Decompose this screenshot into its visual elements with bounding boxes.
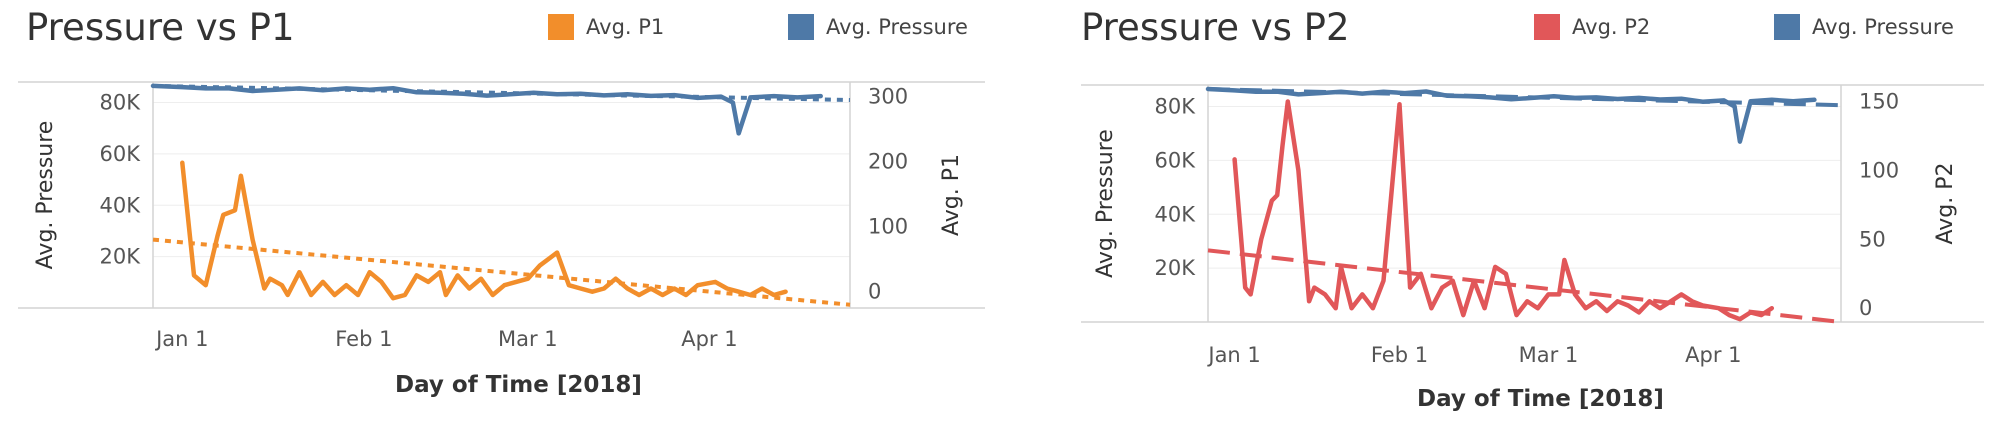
legend-item-p1[interactable]: Avg. P1 (548, 14, 664, 40)
y-left-tick-label: 80K (1155, 95, 1197, 119)
legend-item-pressure[interactable]: Avg. Pressure (788, 14, 968, 40)
x-tick-label: Apr 1 (681, 327, 737, 351)
chart-title: Pressure vs P1 (26, 6, 295, 49)
series-line-avg-p1 (180, 160, 788, 301)
y-left-tick-label: 40K (100, 193, 142, 217)
series-line-avg-p2 (1232, 99, 1775, 322)
y-right-tick-label: 100 (868, 215, 908, 239)
chart-svg-p1: 20K 40K 60K 80K 0 100 200 300 Jan 1 Feb 1 Mar 1 Apr… (18, 81, 985, 351)
y-right-tick-label: 100 (1859, 158, 1899, 182)
legend-item-pressure[interactable]: Avg. Pressure (1774, 14, 1954, 40)
chart-title: Pressure vs P2 (1081, 6, 1350, 49)
y-left-tick-label: 60K (1155, 148, 1197, 172)
y-right-tick-label: 0 (868, 280, 881, 304)
y-axis-title-left: Avg. Pressure (1093, 129, 1118, 278)
legend-label-p1: Avg. P1 (586, 15, 665, 39)
chart-panel-p2: 20K 40K 60K 80K 0 50 100 150 Jan 1 Feb 1 Mar 1 Apr … (999, 0, 1998, 426)
y-left-tick-label: 20K (100, 245, 142, 269)
trend-line-avg-p1 (152, 237, 851, 307)
legend-label-p2: Avg. P2 (1572, 15, 1651, 39)
x-axis-title: Day of Time [2018] (1417, 386, 1664, 412)
x-tick-label: Jan 1 (154, 327, 208, 351)
x-tick-label: Feb 1 (335, 327, 392, 351)
legend-label-pressure: Avg. Pressure (1812, 15, 1954, 39)
x-tick-label: Apr 1 (1685, 343, 1741, 367)
legend-swatch-pressure (788, 14, 814, 40)
x-tick-label: Feb 1 (1371, 343, 1428, 367)
y-right-tick-label: 0 (1859, 296, 1872, 320)
x-tick-label: Jan 1 (1206, 343, 1260, 367)
legend-item-p2[interactable]: Avg. P2 (1534, 14, 1650, 40)
x-tick-label: Mar 1 (498, 327, 558, 351)
y-right-tick-label: 200 (868, 149, 908, 173)
series-line-avg-pressure (150, 83, 823, 136)
legend-swatch-p1 (548, 14, 574, 40)
y-left-tick-label: 20K (1155, 256, 1197, 280)
y-left-tick-label: 40K (1155, 202, 1197, 226)
x-axis-title: Day of Time [2018] (395, 372, 642, 398)
y-right-tick-label: 50 (1859, 227, 1886, 251)
x-tick-label: Mar 1 (1519, 343, 1579, 367)
y-axis-title-right: Avg. P2 (1933, 163, 1958, 245)
y-axis-title-right: Avg. P1 (939, 154, 964, 236)
trend-line-avg-pressure (152, 83, 851, 102)
legend-swatch-pressure (1774, 14, 1800, 40)
chart-panel-p1: 20K 40K 60K 80K 0 100 200 300 Jan 1 Feb 1 Mar 1 Apr… (18, 6, 985, 398)
y-right-tick-label: 150 (1859, 90, 1899, 114)
y-left-tick-label: 60K (100, 142, 142, 166)
trend-line-avg-p2 (1207, 248, 1842, 324)
y-axis-title-left: Avg. Pressure (33, 121, 58, 270)
legend-swatch-p2 (1534, 14, 1560, 40)
chart-svg-p2: 20K 40K 60K 80K 0 50 100 150 Jan 1 Feb 1 Mar 1 Apr … (1081, 84, 1984, 367)
y-right-tick-label: 300 (868, 84, 908, 108)
y-left-tick-label: 80K (100, 91, 142, 115)
trend-line-avg-pressure (1207, 87, 1842, 108)
legend-label-pressure: Avg. Pressure (826, 15, 968, 39)
